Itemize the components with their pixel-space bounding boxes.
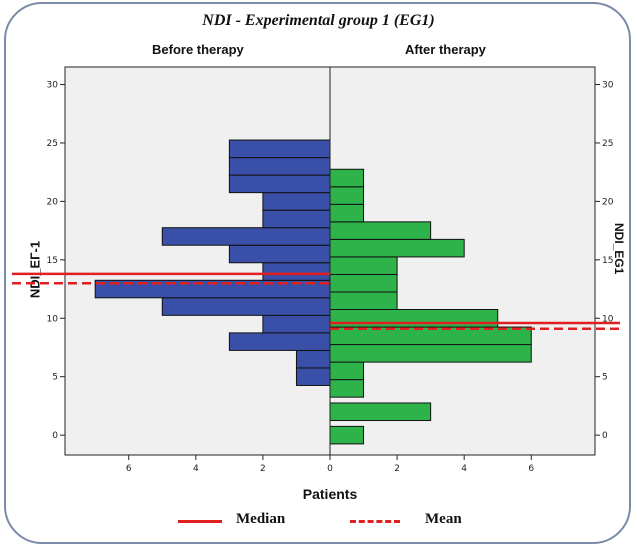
bar-before-1 — [295, 349, 331, 369]
y-tick-label-left-5: 5 — [52, 373, 58, 383]
bar-after-10 — [329, 238, 465, 258]
bar-before-8 — [161, 227, 331, 246]
y-tick-label-right-20: 20 — [602, 197, 614, 207]
x-tick-label-right-4: 4 — [461, 464, 467, 474]
y-tick-label-left-0: 0 — [52, 431, 58, 441]
bar-after-4 — [329, 344, 532, 363]
bar-before-4 — [161, 297, 331, 316]
x-tick-label-left-6: 6 — [126, 464, 132, 474]
panel-title-after: After therapy — [405, 42, 486, 57]
y-tick-label-left-25: 25 — [47, 139, 58, 149]
x-tick-label-right-2: 2 — [394, 464, 400, 474]
bar-before-12 — [228, 157, 331, 176]
bar-before-9 — [262, 209, 331, 229]
legend-mean-label: Mean — [425, 511, 462, 527]
bar-after-11 — [329, 221, 432, 240]
bar-after-9 — [329, 256, 398, 275]
bar-after-12 — [329, 203, 365, 223]
y-tick-label-left-30: 30 — [47, 81, 59, 91]
bar-after-3 — [329, 361, 365, 381]
panel-title-before: Before therapy — [152, 42, 244, 57]
bar-before-10 — [262, 192, 331, 211]
y-tick-label-left-10: 10 — [47, 314, 59, 324]
x-axis-label: Patients — [302, 486, 358, 502]
bar-before-11 — [228, 174, 331, 194]
legend: Median Mean — [0, 508, 637, 538]
bar-before-7 — [228, 244, 331, 264]
bar-before-2 — [228, 332, 331, 351]
x-tick-label-left-2: 2 — [260, 464, 266, 474]
bar-after-8 — [329, 273, 398, 293]
bar-after-14 — [329, 168, 365, 188]
bar-before-3 — [262, 314, 331, 334]
legend-median-line — [178, 520, 222, 523]
y-tick-label-right-25: 25 — [602, 139, 613, 149]
legend-median-label: Median — [236, 511, 286, 527]
bar-before-13 — [228, 139, 331, 159]
y-tick-label-right-0: 0 — [602, 431, 608, 441]
y-tick-label-left-15: 15 — [47, 256, 58, 266]
chart-title: NDI - Experimental group 1 (EG1) — [202, 12, 435, 29]
y-tick-label-right-10: 10 — [602, 314, 614, 324]
bar-after-7 — [329, 291, 398, 310]
y-tick-label-right-5: 5 — [602, 373, 608, 383]
bar-before-6 — [262, 262, 331, 281]
bar-after-0 — [329, 425, 365, 445]
y-tick-label-right-15: 15 — [602, 256, 613, 266]
bar-before-0 — [295, 367, 331, 386]
bar-after-6 — [329, 309, 499, 328]
x-tick-label-right-6: 6 — [528, 464, 534, 474]
y-tick-label-left-20: 20 — [47, 197, 59, 207]
bar-after-13 — [329, 186, 365, 205]
legend-mean-line — [350, 520, 400, 523]
x-tick-label-left-4: 4 — [193, 464, 199, 474]
y-tick-label-right-30: 30 — [602, 81, 614, 91]
bar-after-2 — [329, 379, 365, 398]
bar-after-1 — [329, 402, 432, 422]
x-tick-label-left-0: 0 — [327, 464, 333, 474]
